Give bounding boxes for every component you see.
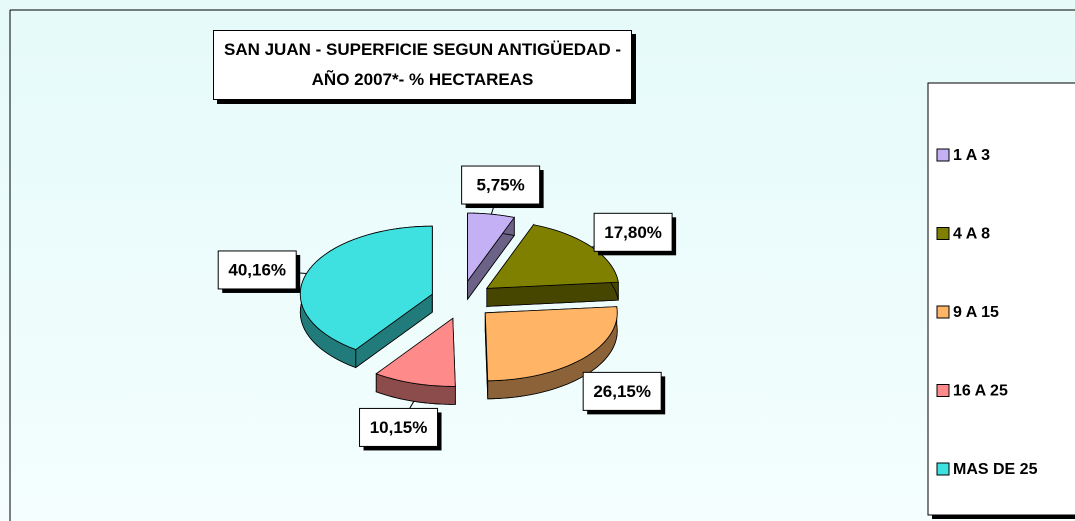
- legend-swatch: [936, 462, 950, 476]
- label-box: [359, 407, 439, 447]
- legend-swatch: [936, 384, 950, 397]
- legend-label: 9 A 15: [953, 304, 999, 321]
- label-box: [461, 165, 541, 205]
- legend-label: 1 A 3: [953, 147, 990, 164]
- data-label: 40,16%: [228, 260, 286, 279]
- label-box: [593, 212, 673, 252]
- legend-box: [927, 82, 1075, 516]
- legend-label: 4 A 8: [953, 226, 990, 243]
- legend-swatch: [936, 227, 950, 240]
- legend-label: MAS DE 25: [953, 461, 1038, 478]
- slice: [467, 212, 515, 283]
- slice: [486, 224, 619, 289]
- slice: [484, 306, 618, 382]
- slice: [375, 317, 456, 387]
- data-label: 10,15%: [370, 418, 428, 437]
- data-label: 17,80%: [604, 223, 662, 242]
- label-box: [582, 371, 662, 411]
- label-box: [217, 250, 297, 290]
- legend-swatch: [936, 305, 950, 319]
- data-label: 26,15%: [593, 382, 651, 401]
- legend-swatch: [936, 148, 950, 162]
- legend-label: 16 A 25: [953, 383, 1008, 400]
- chart-title: SAN JUAN - SUPERFICIE SEGUN ANTIGÜEDAD -…: [213, 30, 632, 100]
- data-label: 5,75%: [477, 176, 525, 195]
